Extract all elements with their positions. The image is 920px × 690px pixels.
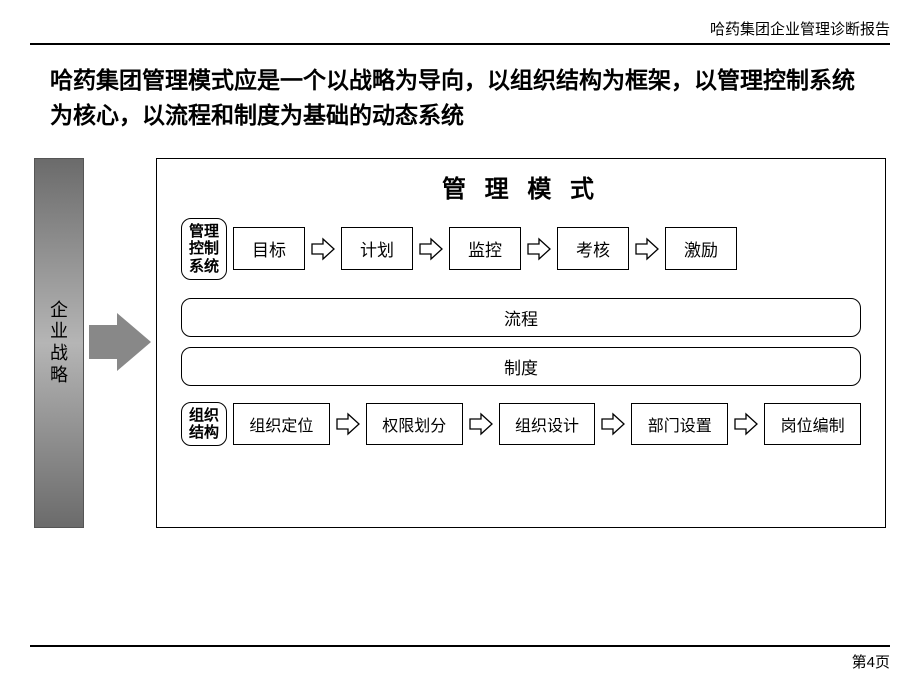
step-plan: 计划: [341, 227, 413, 270]
main-box-title: 管 理 模 式: [181, 169, 861, 204]
arrow-icon: [734, 412, 758, 436]
control-system-label: 管理 控制 系统: [181, 218, 227, 280]
diagram-container: 企业战略 管 理 模 式 管理 控制 系统 目标 计划 监控 考核 激励 流程 …: [34, 158, 886, 558]
page-title: 哈药集团管理模式应是一个以战略为导向，以组织结构为框架，以管理控制系统为核心，以…: [50, 63, 870, 132]
org-structure-label: 组织 结构: [181, 402, 227, 447]
page-number: 第4页: [30, 651, 890, 672]
arrow-icon: [311, 237, 335, 261]
bottom-divider: [30, 645, 890, 647]
step-goal: 目标: [233, 227, 305, 270]
slide-page: 哈药集团企业管理诊断报告 哈药集团管理模式应是一个以战略为导向，以组织结构为框架…: [0, 0, 920, 690]
step-staffing: 岗位编制: [764, 403, 861, 445]
org-structure-row: 组织 结构 组织定位 权限划分 组织设计 部门设置 岗位编制: [181, 402, 861, 447]
header-report-name: 哈药集团企业管理诊断报告: [30, 18, 890, 39]
strategy-label: 企业战略: [49, 300, 69, 386]
process-row: 流程: [181, 298, 861, 337]
step-authority: 权限划分: [366, 403, 463, 445]
system-row: 制度: [181, 347, 861, 386]
step-org-position: 组织定位: [233, 403, 330, 445]
step-incentive: 激励: [665, 227, 737, 270]
page-footer: 第4页: [30, 645, 890, 672]
arrow-icon: [527, 237, 551, 261]
arrow-icon: [635, 237, 659, 261]
arrow-icon: [601, 412, 625, 436]
strategy-block: 企业战略: [34, 158, 84, 528]
management-model-box: 管 理 模 式 管理 控制 系统 目标 计划 监控 考核 激励 流程 制度 组织…: [156, 158, 886, 528]
arrow-icon: [419, 237, 443, 261]
step-department: 部门设置: [631, 403, 728, 445]
top-divider: [30, 43, 890, 45]
step-monitor: 监控: [449, 227, 521, 270]
arrow-icon: [469, 412, 493, 436]
step-assess: 考核: [557, 227, 629, 270]
step-org-design: 组织设计: [499, 403, 596, 445]
arrow-icon: [336, 412, 360, 436]
control-system-row: 管理 控制 系统 目标 计划 监控 考核 激励: [181, 218, 861, 280]
